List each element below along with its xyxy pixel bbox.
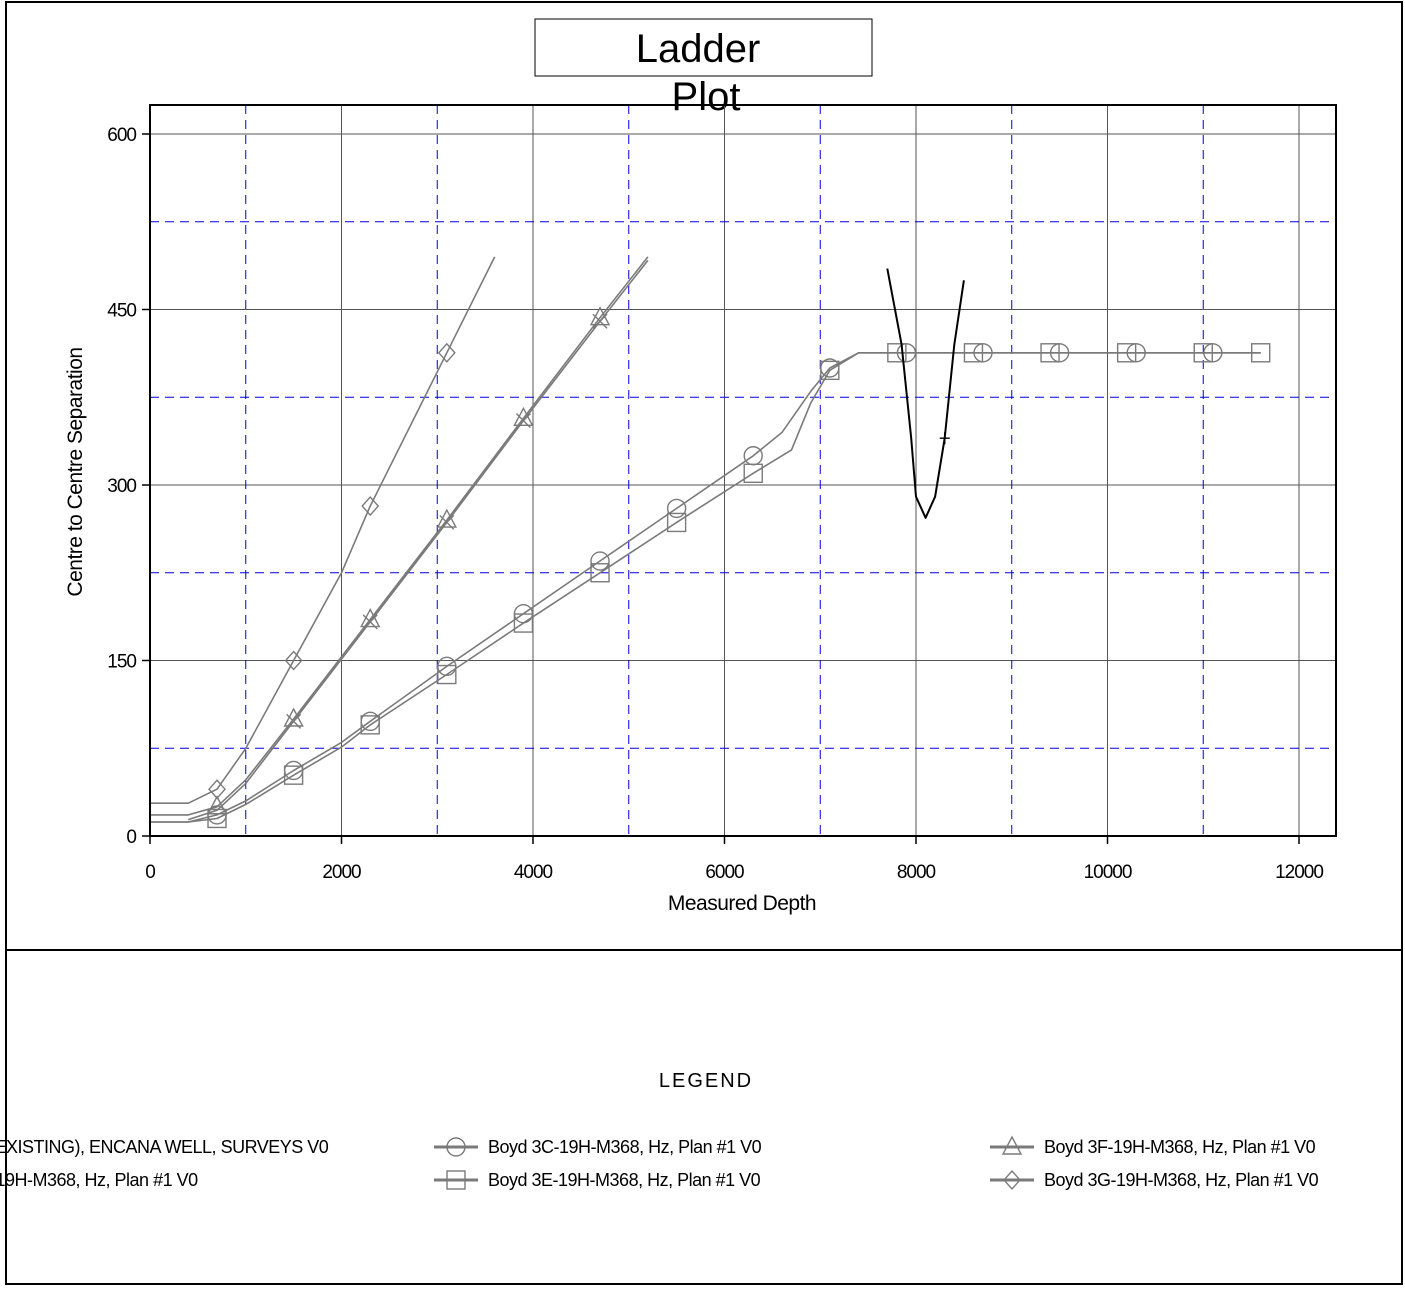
y-tick-label: 600 — [107, 125, 136, 146]
chart-title-line-1: Ladder — [636, 27, 761, 71]
legend-label: Boyd 3E-19H-M368, Hz, Plan #1 V0 — [488, 1170, 761, 1190]
series-line-diamond — [150, 257, 495, 803]
x-tick-label: 6000 — [705, 862, 744, 883]
grid-lines — [150, 105, 1336, 836]
y-axis-title: Centre to Centre Separation — [64, 347, 87, 596]
legend-label: -19 (EXISTING), ENCANA WELL, SURVEYS V0 — [0, 1137, 329, 1157]
series-line-square — [150, 353, 1261, 822]
plot-area-border — [150, 105, 1336, 836]
chart-title-line-2: Plot — [672, 75, 741, 119]
y-tick-label: 150 — [107, 652, 136, 673]
y-tick-label: 0 — [126, 827, 136, 848]
x-tick-label: 12000 — [1275, 862, 1323, 883]
series-marker-x — [593, 314, 607, 328]
x-tick-label: 0 — [145, 862, 155, 883]
x-tick-label: 2000 — [322, 862, 361, 883]
x-tick-label: 10000 — [1084, 862, 1132, 883]
legend-label: -19H-M368, Hz, Plan #1 V0 — [0, 1170, 198, 1190]
series-layer — [150, 257, 1270, 828]
legend: -19 (EXISTING), ENCANA WELL, SURVEYS V0 B… — [0, 1137, 1319, 1190]
x-axis-title: Measured Depth — [668, 892, 816, 915]
series-line-circle — [150, 353, 1261, 822]
series-line-triangle — [150, 257, 648, 815]
series-marker-plus — [940, 432, 950, 444]
legend-label: Boyd 3G-19H-M368, Hz, Plan #1 V0 — [1044, 1170, 1319, 1190]
legend-frame — [6, 950, 1402, 1284]
legend-heading: LEGEND — [659, 1070, 753, 1092]
legend-label: Boyd 3F-19H-M368, Hz, Plan #1 V0 — [1044, 1137, 1316, 1157]
legend-label: Boyd 3C-19H-M368, Hz, Plan #1 V0 — [488, 1137, 762, 1157]
x-tick-label: 4000 — [514, 862, 553, 883]
series-line-plus — [887, 269, 964, 518]
x-tick-label: 8000 — [897, 862, 936, 883]
y-tick-label: 450 — [107, 301, 136, 322]
y-tick-label: 300 — [107, 476, 136, 497]
